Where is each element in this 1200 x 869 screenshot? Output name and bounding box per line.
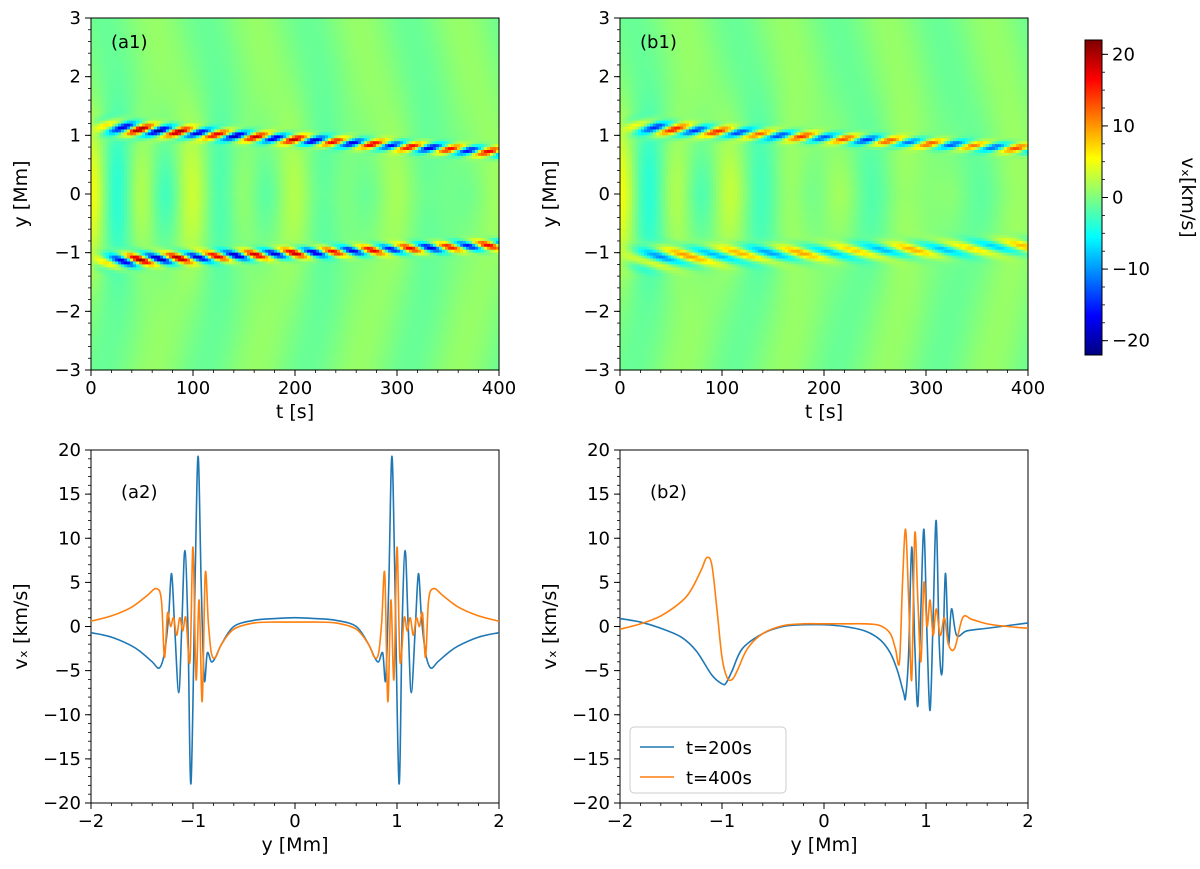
heatmap-a1	[91, 18, 500, 371]
figure: 0 100 200 300 400−3−2−10123t [s]y [Mm](a1)0 1…	[0, 0, 1200, 869]
